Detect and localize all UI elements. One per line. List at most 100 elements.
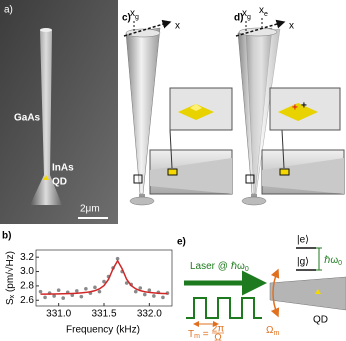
laser-label: Laser @ ℏω0 [190, 261, 249, 273]
data-point [138, 286, 143, 290]
panel-d: d) xg xe x + + [234, 5, 345, 206]
data-point [147, 288, 152, 293]
text: x [242, 8, 247, 19]
text: S [5, 298, 16, 305]
y-tick-label: 3.0 [20, 266, 34, 277]
axis-label: x [175, 21, 180, 32]
axis-arrow [235, 19, 286, 37]
y-axis-label: Sx (pm/√Hz) [4, 251, 16, 305]
fit-line [40, 259, 168, 295]
level-label: |g⟩ [297, 257, 309, 268]
fraction-den: Ω [214, 333, 222, 341]
position-label: xg [130, 8, 139, 21]
subscript: g [135, 14, 139, 21]
data-point [124, 281, 129, 285]
oscillation-arrow [270, 268, 280, 318]
stem [139, 194, 145, 199]
pulse-train [186, 297, 262, 319]
y-tick-label: 2.6 [20, 295, 34, 306]
qd-marker [315, 289, 321, 294]
y-tick-label: 3.2 [20, 252, 34, 263]
subscript: m [194, 333, 200, 340]
splitting-label: ℏω0 [324, 255, 342, 267]
qd-top [190, 104, 202, 111]
panel-label: a) [4, 5, 13, 16]
data-point [133, 289, 138, 294]
label: GaAs [14, 113, 41, 124]
cantilever [269, 276, 346, 311]
data-point [115, 256, 120, 261]
data-point [93, 285, 97, 290]
subscript: m [273, 330, 279, 337]
panel-label: d) [234, 13, 243, 24]
qd-pyramid [278, 103, 318, 121]
subscript: e [264, 11, 268, 18]
x-tick-label: 332.0 [137, 309, 162, 320]
x-tick-label: 331.0 [46, 309, 71, 320]
y-tick-label: 2.8 [20, 281, 34, 292]
data-point [61, 296, 65, 300]
panel-e: e) Laser @ ℏω0 Tm = 2π Ω |e⟩ |g⟩ ℏω0 QD … [177, 235, 346, 341]
panel-label: c) [122, 13, 131, 24]
data-point [152, 294, 156, 298]
connector [169, 129, 173, 169]
text: = [200, 329, 209, 340]
panel-label: b) [2, 231, 11, 242]
x-tick-label: 331.5 [91, 309, 116, 320]
x-axis-label: Frequency (kHz) [66, 325, 140, 336]
data-point [38, 289, 43, 294]
panel-b: b) Sx (pm/√Hz) Frequency (kHz) 2.6 2.8 3.0… [2, 231, 173, 336]
stem [251, 194, 257, 199]
data-point [70, 293, 75, 298]
text: x [259, 5, 264, 16]
level-label: |e⟩ [297, 235, 309, 246]
subscript: 0 [338, 260, 342, 267]
state-marker: + [292, 103, 298, 114]
data-point [52, 294, 56, 298]
state-marker: + [301, 101, 307, 112]
panel-a: a) GaAs InAs QD 2μm [0, 0, 118, 224]
base [129, 196, 155, 206]
data-point [43, 295, 47, 300]
position-label: xe [259, 5, 268, 18]
period-label: Tm = [188, 329, 209, 340]
label: InAs [52, 163, 74, 174]
axis-arrow [123, 19, 172, 37]
text: x [130, 8, 135, 19]
connector [281, 129, 285, 169]
qd-inset [279, 168, 290, 176]
data-point [97, 289, 102, 294]
text: Ω [266, 325, 274, 336]
text: ℏω [324, 255, 338, 266]
plot-frame [35, 249, 173, 307]
panel-c: c) xg x [122, 8, 233, 206]
data-point [56, 288, 61, 293]
subscript: g [247, 14, 251, 21]
text: T [188, 329, 194, 340]
cone-top [125, 28, 161, 38]
subscript: x [9, 294, 16, 298]
label: QD [52, 177, 67, 188]
qd-inset [167, 168, 178, 176]
zoom-box [245, 174, 255, 184]
data-point [75, 289, 79, 293]
cone-top [238, 27, 278, 37]
wire-tip [40, 28, 52, 32]
position-label: xg [242, 8, 251, 21]
base [241, 196, 267, 206]
axis-label: x [289, 21, 294, 32]
subscript: 0 [245, 266, 249, 273]
data-point [79, 294, 84, 299]
mech-label: Ωm [266, 325, 279, 337]
scale-label: 2μm [80, 204, 100, 215]
zoom-box [133, 174, 143, 184]
text: (pm/√Hz) [4, 251, 16, 295]
data-point [84, 286, 88, 291]
qd-pyramid [178, 104, 214, 120]
qd-marker [43, 175, 49, 180]
inset-wire [262, 158, 344, 194]
qd-label: QD [313, 315, 328, 326]
nanowire [30, 30, 62, 205]
panel-label: e) [177, 237, 186, 248]
